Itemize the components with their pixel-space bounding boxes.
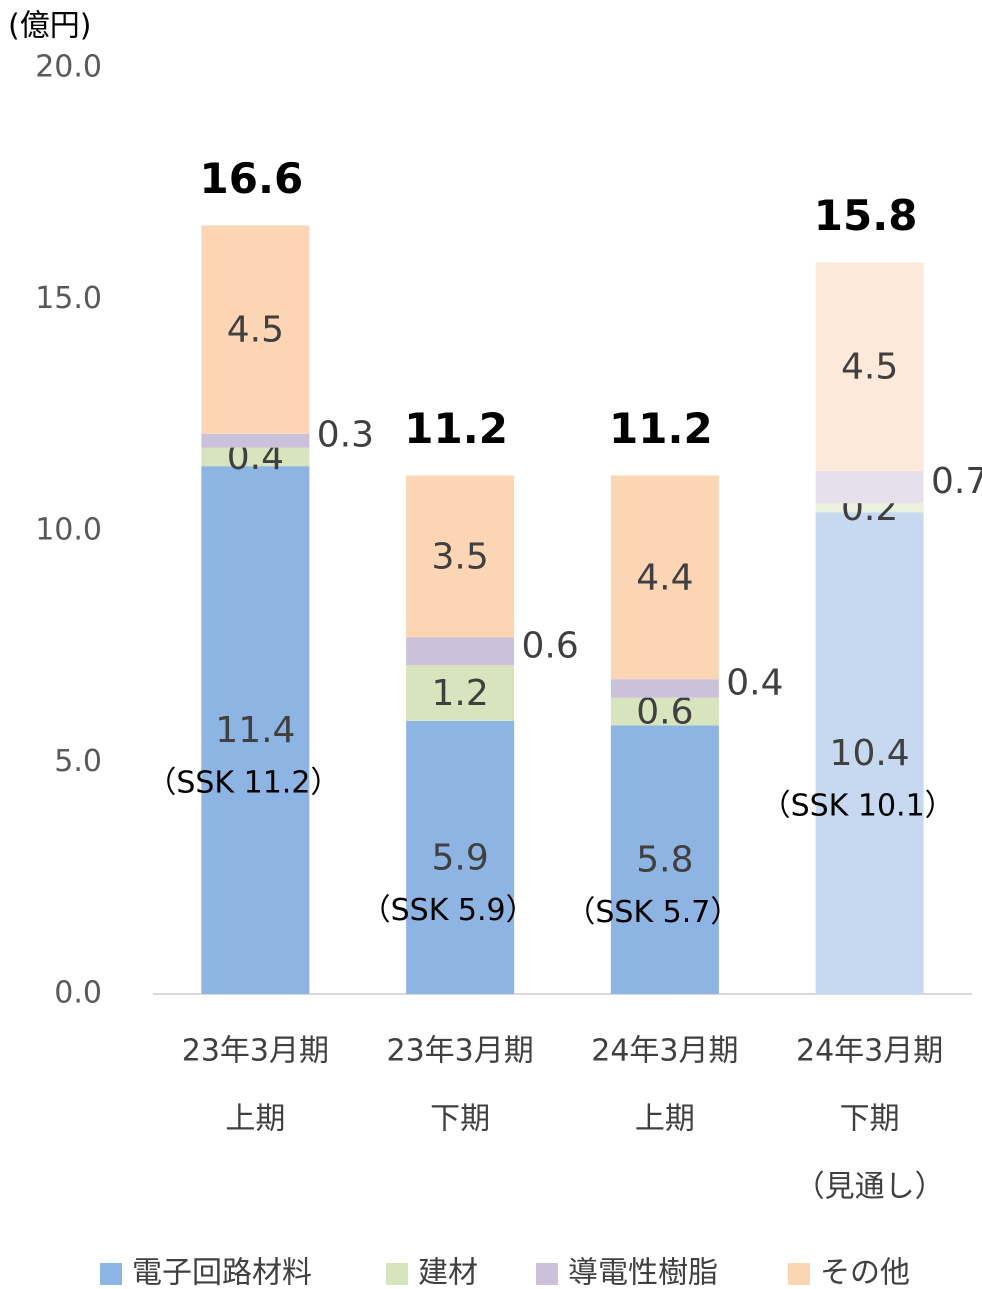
bar-segment [815, 470, 924, 504]
value-label: 5.9 [431, 837, 488, 878]
value-label: 3.5 [431, 536, 488, 577]
value-label: 10.4 [830, 733, 910, 774]
bar-segment [406, 637, 515, 666]
bar-segment [406, 665, 515, 721]
x-tick-label: （見通し） [795, 1170, 945, 1205]
value-label: 1.2 [431, 673, 488, 714]
bar-segment [815, 503, 924, 513]
annotation: （SSK 5.9） [361, 893, 536, 928]
value-label: 4.5 [841, 347, 898, 388]
value-label: 0.7 [931, 461, 982, 502]
value-label: 0.3 [317, 415, 374, 456]
value-label: 5.8 [636, 840, 693, 881]
bar-segment [406, 475, 515, 638]
bar-segment [610, 475, 719, 680]
bar-segment [201, 466, 310, 994]
total-label: 11.2 [609, 404, 713, 453]
y-tick-label: 15.0 [35, 281, 102, 316]
y-tick-label: 20.0 [35, 50, 102, 85]
bar-segment [406, 720, 515, 994]
value-label: 4.5 [227, 310, 284, 351]
legend-label: その他 [820, 1256, 910, 1289]
x-tick-label: 24年3月期 [591, 1034, 738, 1069]
x-tick-label: 下期 [840, 1102, 900, 1137]
total-label: 11.2 [404, 404, 508, 453]
x-tick-label: 上期 [635, 1102, 695, 1137]
annotation: （SSK 10.1） [761, 789, 955, 824]
legend-swatch [788, 1263, 810, 1285]
total-label: 15.8 [814, 191, 918, 240]
legend-label: 建材 [418, 1256, 478, 1289]
value-label: 0.6 [636, 692, 693, 733]
x-tick-label: 23年3月期 [386, 1034, 533, 1069]
legend-swatch [100, 1263, 122, 1285]
value-label: 11.4 [215, 710, 295, 751]
annotation: （SSK 5.7） [565, 895, 740, 930]
bar-segment [201, 447, 310, 467]
bar-segment [201, 225, 310, 434]
bar-segment [610, 679, 719, 698]
x-tick-label: 24年3月期 [796, 1034, 943, 1069]
x-tick-label: 23年3月期 [182, 1034, 329, 1069]
x-tick-label: 上期 [225, 1102, 285, 1137]
value-label: 0.4 [726, 662, 783, 703]
total-label: 16.6 [200, 154, 304, 203]
unit-label: (億円) [8, 9, 91, 44]
legend-label: 電子回路材料 [132, 1256, 312, 1289]
x-tick-label: 下期 [430, 1102, 490, 1137]
bar-segment [201, 433, 310, 448]
y-tick-label: 10.0 [35, 513, 102, 548]
bar-segment [610, 697, 719, 726]
legend-label: 導電性樹脂 [568, 1256, 718, 1289]
bar-segment [815, 262, 924, 471]
value-label: 4.4 [636, 557, 693, 598]
y-tick-label: 5.0 [54, 744, 102, 779]
legend-swatch [386, 1263, 408, 1285]
bar-segment [815, 512, 924, 994]
y-tick-label: 0.0 [54, 976, 102, 1011]
value-label: 0.6 [521, 625, 578, 666]
legend-swatch [536, 1263, 558, 1285]
bar-segment [610, 725, 719, 994]
annotation: （SSK 11.2） [146, 766, 340, 801]
